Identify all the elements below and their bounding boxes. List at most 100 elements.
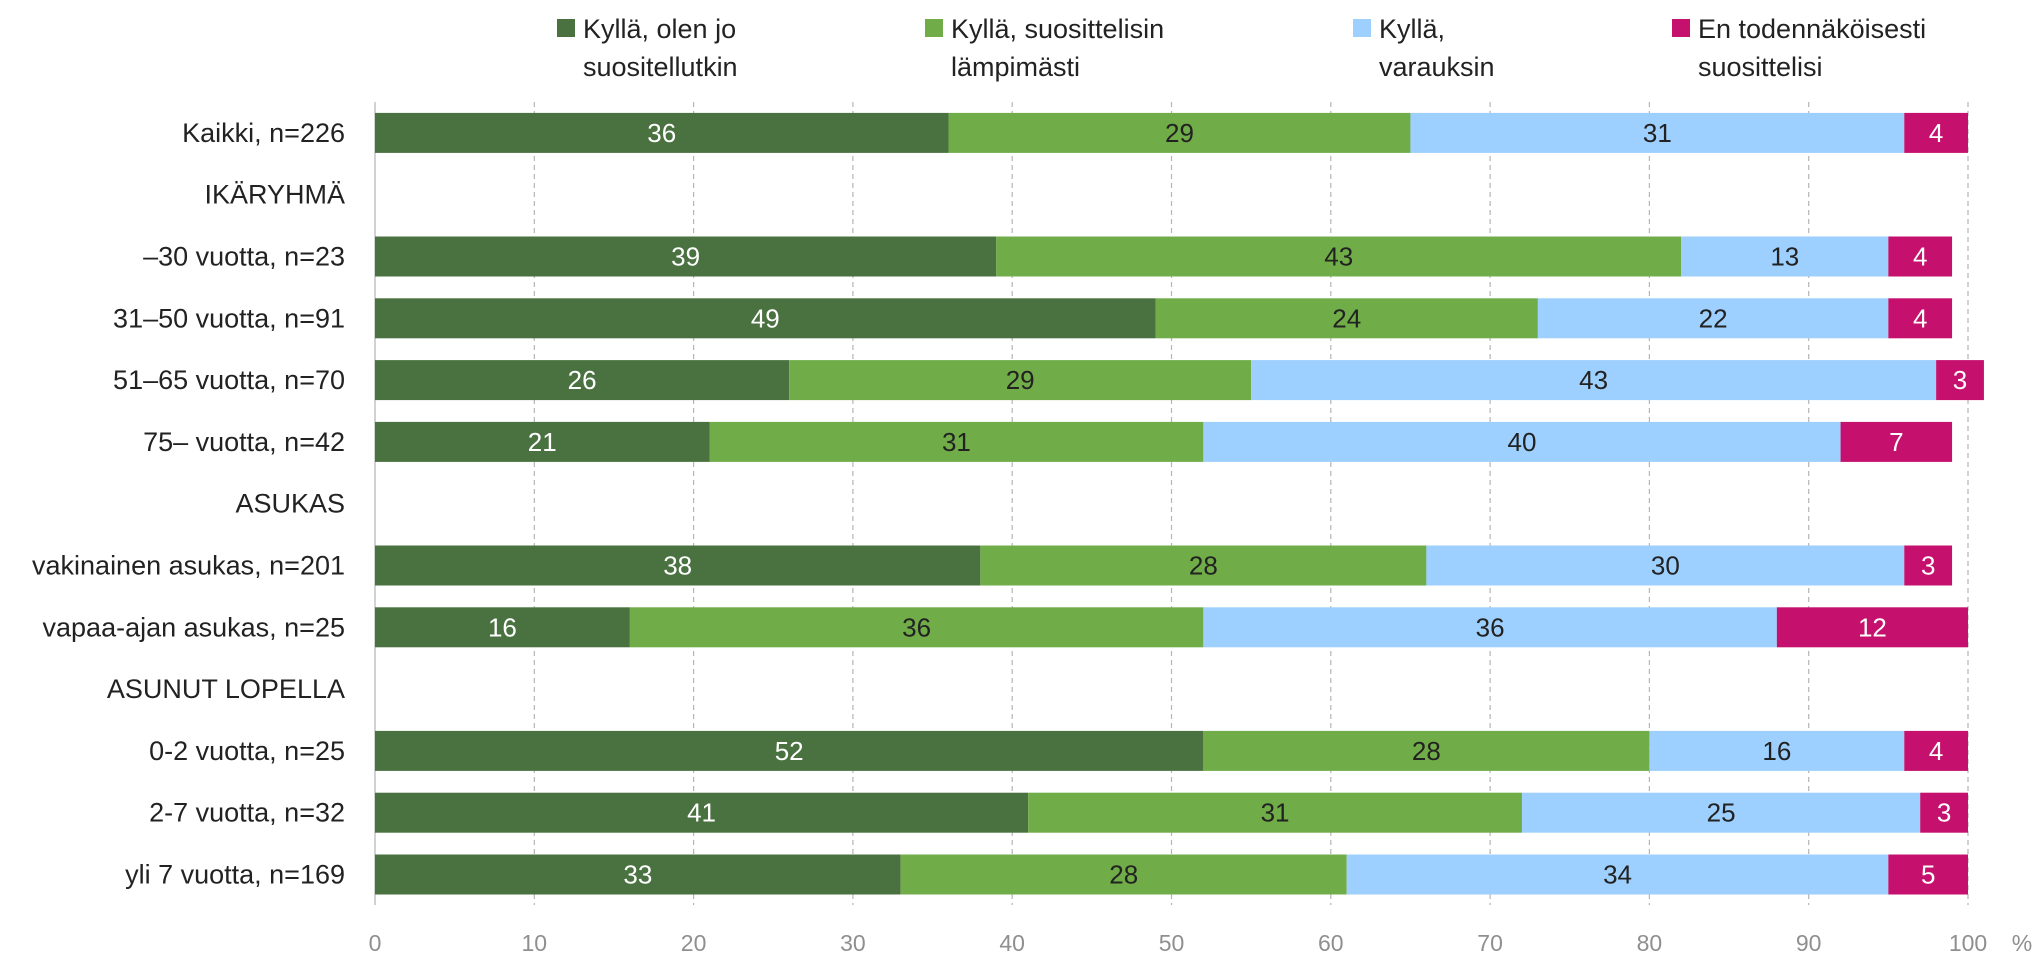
bar-segment xyxy=(1203,421,1841,462)
legend-item-varauksin: Kyllä, varauksin xyxy=(1353,10,1495,86)
data-labels: 36 29 31 439 43 13 449 24 22 426 29 43 321 31 40 738 28 3… xyxy=(488,118,1967,890)
legend-item-en-suosittelisi: En todennäköisesti suosittelisi xyxy=(1672,10,1926,86)
data-label: 22 xyxy=(1699,303,1728,333)
bar-segment xyxy=(375,236,997,277)
bar-segment xyxy=(1203,730,1650,771)
bar-segment xyxy=(375,298,1156,339)
x-axis-ticks: 0 10 20 30 40 50 60 70 80 90 100% xyxy=(369,930,2033,955)
x-tick-label: 100 xyxy=(1949,930,1987,955)
data-label: 52 xyxy=(775,736,804,766)
data-label: 43 xyxy=(1579,365,1608,395)
legend-label: Kyllä, suosittelisin lämpimästi xyxy=(951,14,1165,82)
legend-label: Kyllä, varauksin xyxy=(1379,14,1495,82)
bar-segment xyxy=(629,607,1204,648)
bar-segment xyxy=(789,360,1252,401)
bar-segment xyxy=(375,545,981,586)
data-label: 5 xyxy=(1921,860,1935,890)
data-label: 4 xyxy=(1913,303,1927,333)
x-tick-label: 50 xyxy=(1159,930,1185,955)
bar-segment xyxy=(1681,236,1889,277)
data-label: 3 xyxy=(1953,365,1967,395)
category-label: yli 7 vuotta, n=169 xyxy=(125,860,345,890)
bar-segment xyxy=(375,854,901,895)
category-label: –30 vuotta, n=23 xyxy=(143,242,345,272)
data-label: 36 xyxy=(647,118,676,148)
data-label: 31 xyxy=(942,427,971,457)
category-label: 75– vuotta, n=42 xyxy=(143,427,345,457)
legend-item-suosittelisin-lampimasti: Kyllä, suosittelisin lämpimästi xyxy=(925,10,1164,86)
legend-label: En todennäköisesti suosittelisi xyxy=(1698,14,1927,82)
data-label: 29 xyxy=(1165,118,1194,148)
data-label: 28 xyxy=(1189,551,1218,581)
bar-segment xyxy=(375,360,790,401)
legend-label: Kyllä, olen jo suositellutkin xyxy=(583,14,738,82)
data-label: 29 xyxy=(1006,365,1035,395)
group-header-label: ASUNUT LOPELLA xyxy=(107,674,345,704)
data-label: 43 xyxy=(1324,242,1353,272)
bar-segment xyxy=(1936,360,1984,401)
bar-segment xyxy=(375,792,1029,833)
bar-segment xyxy=(1888,854,1968,895)
data-label: 12 xyxy=(1858,612,1887,642)
bar-segment xyxy=(1346,854,1889,895)
bar-segment xyxy=(1904,545,1953,586)
bar-segment xyxy=(1904,730,1968,771)
bar-segment xyxy=(900,854,1347,895)
bar-segment xyxy=(980,545,1427,586)
bar-segment xyxy=(1521,792,1921,833)
bar-segment xyxy=(948,112,1411,153)
legend-swatch xyxy=(925,19,943,37)
category-label: 31–50 vuotta, n=91 xyxy=(113,303,345,333)
bar-segment xyxy=(1251,360,1937,401)
group-header-label: ASUKAS xyxy=(235,489,345,519)
data-label: 28 xyxy=(1412,736,1441,766)
bar-segment xyxy=(375,607,630,648)
x-tick-label: 0 xyxy=(369,930,382,955)
bars xyxy=(375,112,1984,895)
group-header-label: IKÄRYHMÄ xyxy=(204,180,345,210)
x-tick-label: 60 xyxy=(1318,930,1344,955)
data-label: 36 xyxy=(1476,612,1505,642)
data-label: 33 xyxy=(623,860,652,890)
category-labels: Kaikki, n=226 IKÄRYHMÄ –30 vuotta, n=23 31–… xyxy=(32,118,345,890)
category-label: 2-7 vuotta, n=32 xyxy=(149,798,345,828)
data-label: 26 xyxy=(568,365,597,395)
category-label: vakinainen asukas, n=201 xyxy=(32,551,345,581)
bar-segment xyxy=(1426,545,1905,586)
data-label: 39 xyxy=(671,242,700,272)
bar-segment xyxy=(375,421,710,462)
x-tick-label: 70 xyxy=(1477,930,1503,955)
bar-segment xyxy=(996,236,1682,277)
legend-swatch xyxy=(1672,19,1690,37)
category-label: Kaikki, n=226 xyxy=(182,118,345,148)
x-tick-label: 40 xyxy=(999,930,1025,955)
chart-legend: Kyllä, olen jo suositellutkin Kyllä, suo… xyxy=(0,10,2036,90)
bar-segment xyxy=(1649,730,1905,771)
bar-segment xyxy=(1203,607,1777,648)
data-label: 34 xyxy=(1603,860,1632,890)
data-label: 4 xyxy=(1929,736,1943,766)
data-label: 28 xyxy=(1109,860,1138,890)
data-label: 16 xyxy=(488,612,517,642)
category-label: vapaa-ajan asukas, n=25 xyxy=(43,612,345,642)
data-label: 49 xyxy=(751,303,780,333)
data-label: 36 xyxy=(902,612,931,642)
data-label: 31 xyxy=(1643,118,1672,148)
data-label: 21 xyxy=(528,427,557,457)
bar-segment xyxy=(709,421,1204,462)
data-label: 41 xyxy=(687,798,716,828)
category-label: 51–65 vuotta, n=70 xyxy=(113,365,345,395)
data-label: 30 xyxy=(1651,551,1680,581)
legend-item-olen-jo-suositellutkin: Kyllä, olen jo suositellutkin xyxy=(557,10,738,86)
data-label: 3 xyxy=(1937,798,1951,828)
legend-swatch xyxy=(557,19,575,37)
data-label: 40 xyxy=(1507,427,1536,457)
data-label: 31 xyxy=(1261,798,1290,828)
data-label: 4 xyxy=(1913,242,1927,272)
x-tick-label: 10 xyxy=(522,930,548,955)
bar-segment xyxy=(375,730,1204,771)
bar-segment xyxy=(375,112,949,153)
data-label: 7 xyxy=(1889,427,1903,457)
bar-segment xyxy=(1537,298,1889,339)
